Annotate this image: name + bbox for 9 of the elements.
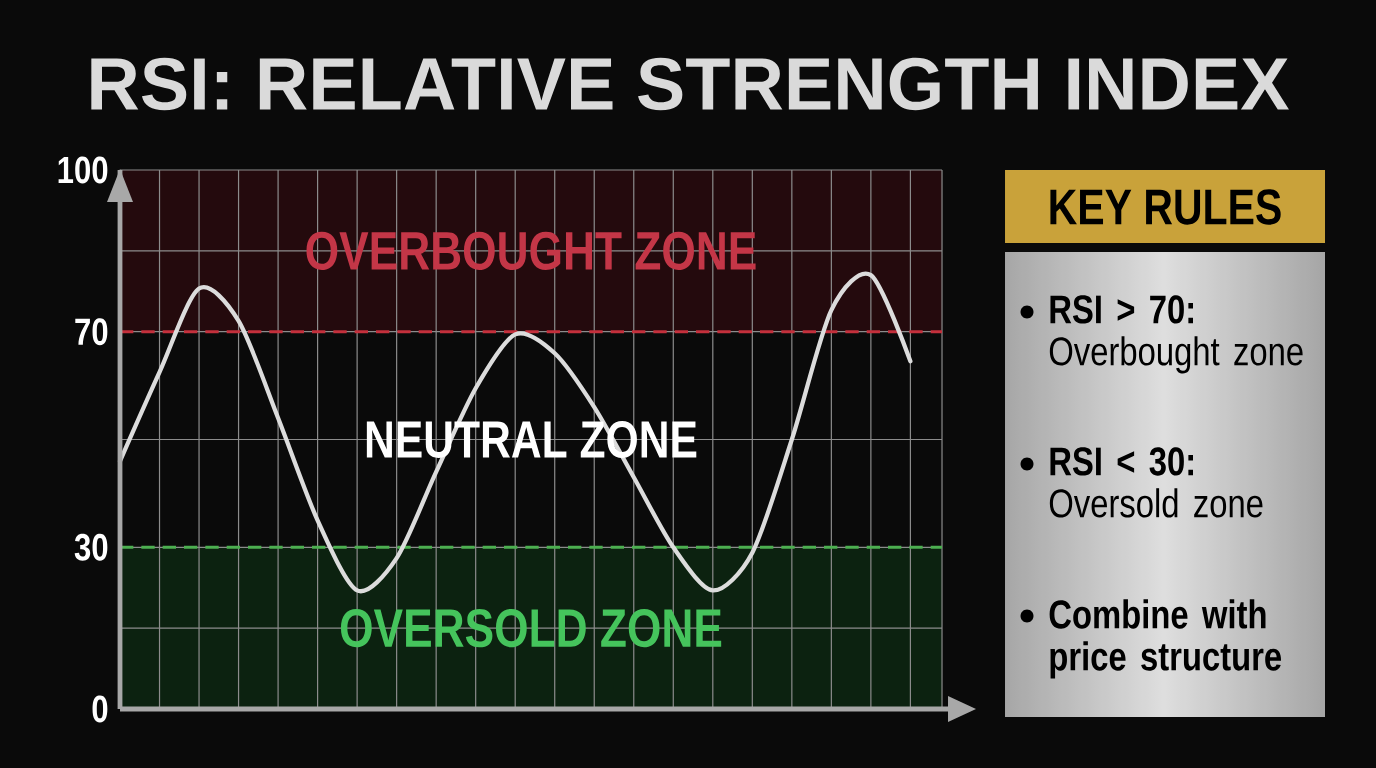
text: Combine with price structure [1049,599,1282,679]
chart-title: RSI: RELATIVE STRENGTH INDEX [91,57,1289,111]
y-tick-label: 0 [92,695,108,723]
text: KEY RULES [1050,189,1281,225]
text: RSI < 30: Oversold zone [1049,447,1263,518]
text: RSI > 70: Overbought zone [1049,295,1303,374]
y-tick-label: 70 [75,318,108,346]
y-tick-label: 30 [74,533,108,561]
y-tick-label: 100 [58,156,108,184]
